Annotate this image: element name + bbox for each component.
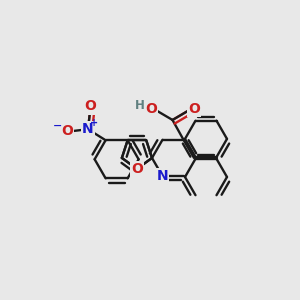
Text: N: N [157,169,168,183]
Text: H: H [135,100,145,112]
Text: −: − [52,120,62,130]
Text: O: O [145,102,157,116]
Text: O: O [131,162,143,176]
Text: O: O [84,99,96,113]
Text: N: N [82,122,94,136]
Text: O: O [61,124,73,138]
Text: +: + [90,118,98,128]
Text: O: O [188,102,200,116]
